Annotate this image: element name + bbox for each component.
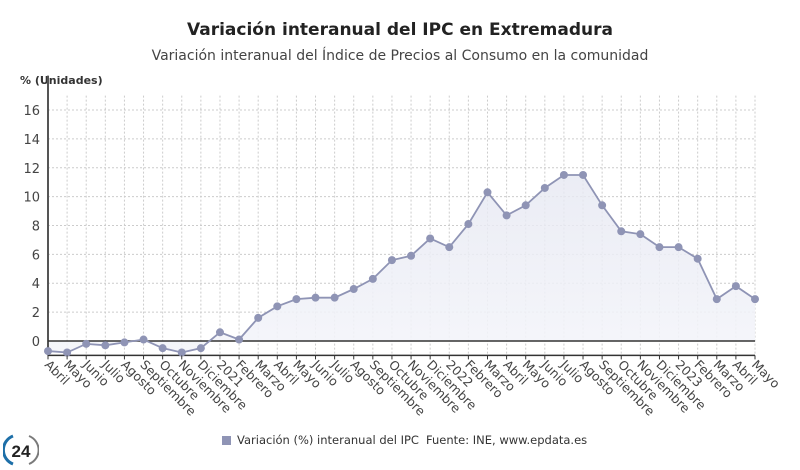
data-point xyxy=(368,274,377,283)
data-point xyxy=(483,188,492,197)
y-tick-label: 10 xyxy=(23,191,40,206)
source-note: Fuente: INE, www.epdata.es xyxy=(426,433,588,447)
data-point xyxy=(751,295,759,304)
data-point xyxy=(139,335,148,344)
data-point xyxy=(292,295,301,304)
y-tick-label: 6 xyxy=(32,248,40,263)
data-point xyxy=(502,211,511,220)
data-point xyxy=(617,227,626,236)
y-tick-label: 16 xyxy=(23,104,40,119)
data-point xyxy=(445,243,454,252)
y-tick-label: 2 xyxy=(32,306,40,321)
data-point xyxy=(521,201,530,210)
data-point xyxy=(330,293,339,302)
epdata-24-logo: 24 xyxy=(3,434,39,466)
data-point xyxy=(177,348,186,357)
y-axis-label: % (Unidades) xyxy=(20,74,103,87)
y-tick-labels: 0 2 4 6 8 10 12 14 16 xyxy=(23,104,40,350)
data-point xyxy=(120,338,129,347)
axes xyxy=(47,75,755,357)
data-point xyxy=(712,295,721,304)
chart-title: Variación interanual del IPC en Extremad… xyxy=(187,20,613,40)
data-point xyxy=(579,170,588,179)
data-point xyxy=(636,230,645,239)
data-point xyxy=(158,344,167,353)
data-point xyxy=(731,282,740,291)
data-point xyxy=(215,328,224,337)
data-point xyxy=(674,243,683,252)
data-point xyxy=(82,339,91,348)
data-point xyxy=(235,335,244,344)
data-point xyxy=(44,347,52,356)
legend-label: Variación (%) interanual del IPC xyxy=(237,433,419,447)
data-point xyxy=(196,344,205,353)
svg-text:24: 24 xyxy=(12,442,31,461)
data-point xyxy=(598,201,607,210)
legend: Variación (%) interanual del IPC xyxy=(222,433,419,447)
data-point xyxy=(540,183,549,192)
data-point xyxy=(426,234,435,243)
y-tick-label: 4 xyxy=(32,277,40,292)
series-points xyxy=(44,170,759,357)
data-point xyxy=(349,285,358,294)
y-tick-label: 0 xyxy=(32,335,40,350)
data-point xyxy=(655,243,664,252)
data-point xyxy=(387,256,396,265)
chart-subtitle: Variación interanual del Índice de Preci… xyxy=(151,48,649,64)
y-tick-label: 12 xyxy=(23,162,40,177)
data-point xyxy=(559,170,568,179)
y-tick-label: 14 xyxy=(23,133,40,148)
data-point xyxy=(254,313,263,322)
data-point xyxy=(464,220,473,229)
series-area xyxy=(48,174,755,353)
data-point xyxy=(273,302,282,311)
data-point xyxy=(407,251,416,260)
y-tick-label: 8 xyxy=(32,220,40,235)
data-point xyxy=(311,293,320,302)
data-point xyxy=(693,254,702,263)
data-point xyxy=(101,341,110,350)
x-tick-labels: AbrilMayoJunioJulioAgostoSeptiembreOctub… xyxy=(42,355,783,419)
series-area-fill xyxy=(48,174,755,353)
data-point xyxy=(63,348,72,357)
legend-swatch xyxy=(222,435,231,445)
